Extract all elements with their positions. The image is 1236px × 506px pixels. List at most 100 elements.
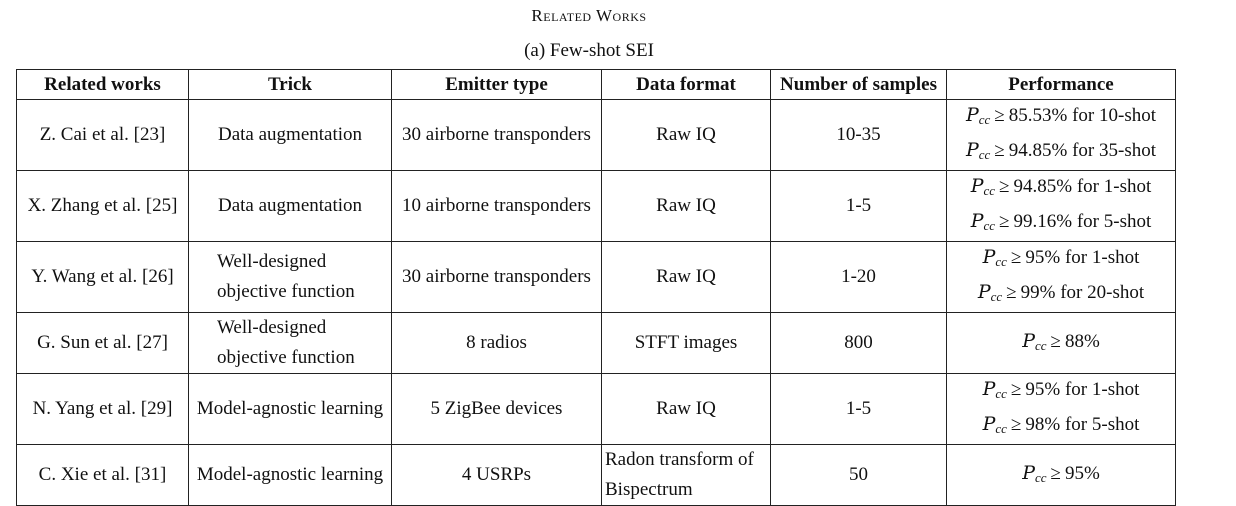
perf-subscript: cc — [1034, 337, 1047, 353]
perf-suffix: for 20-shot — [1055, 282, 1145, 303]
performance-line: Pcc ≥85.53% for 10-shot — [949, 101, 1173, 136]
performance-line: Pcc ≥98% for 5-shot — [949, 409, 1173, 444]
perf-relation: ≥ — [994, 105, 1005, 126]
perf-relation: ≥ — [1010, 379, 1022, 400]
perf-relation: ≥ — [994, 140, 1005, 161]
performance-line: Pcc ≥88% — [949, 326, 1173, 361]
perf-relation: ≥ — [1006, 282, 1017, 303]
cell-data-format: Raw IQ — [601, 373, 771, 445]
header-trick: Trick — [188, 69, 392, 100]
cell-performance: Pcc ≥95% — [946, 444, 1176, 506]
cell-data-format: STFT images — [601, 312, 771, 374]
perf-value: 94.85% — [1013, 176, 1073, 197]
table-subtitle: (a) Few-shot SEI — [524, 40, 654, 61]
cell-emitter-type: 4 USRPs — [391, 444, 602, 506]
cell-number-of-samples: 1-5 — [770, 373, 947, 445]
related-works-table: Related works Trick Emitter type Data fo… — [16, 69, 1176, 506]
cell-trick: Data augmentation — [188, 99, 392, 171]
cell-trick: Well-designed objective function — [188, 241, 392, 313]
cell-related-work: Z. Cai et al. [23] — [16, 99, 189, 171]
table-row: Z. Cai et al. [23] Data augmentation 30 ai… — [16, 99, 1176, 171]
cell-trick: Data augmentation — [188, 170, 392, 242]
cell-trick: Well-designed objective function — [188, 312, 392, 374]
cell-number-of-samples: 800 — [770, 312, 947, 374]
performance-line: Pcc ≥99.16% for 5-shot — [949, 206, 1173, 241]
perf-value: 85.53% — [1008, 105, 1068, 126]
perf-subscript: cc — [990, 289, 1003, 304]
cell-related-work: X. Zhang et al. [25] — [16, 170, 189, 242]
cell-related-work: G. Sun et al. [27] — [16, 312, 189, 374]
performance-line: Pcc ≥95% — [949, 458, 1173, 493]
perf-symbol: P — [1022, 461, 1035, 484]
cell-data-format: Raw IQ — [601, 170, 771, 242]
performance-line: Pcc ≥99% for 20-shot — [949, 277, 1173, 312]
cell-data-format: Radon transform of Bispectrum — [601, 444, 771, 506]
perf-symbol: P — [977, 281, 991, 303]
cell-number-of-samples: 1-20 — [770, 241, 947, 313]
perf-value: 99% — [1020, 282, 1056, 303]
cell-number-of-samples: 1-5 — [770, 170, 947, 242]
header-data-format: Data format — [601, 69, 771, 100]
perf-symbol: P — [970, 175, 984, 197]
perf-symbol: P — [1022, 329, 1035, 352]
cell-emitter-type: 10 airborne transponders — [391, 170, 602, 242]
perf-value: 98% — [1025, 414, 1061, 435]
cell-trick: Model-agnostic learning — [188, 373, 392, 445]
perf-symbol: P — [982, 378, 996, 400]
perf-value: 94.85% — [1008, 140, 1068, 161]
cell-performance: Pcc ≥94.85% for 1-shot Pcc ≥99.16% for 5-sh… — [946, 170, 1176, 242]
cell-emitter-type: 8 radios — [391, 312, 602, 374]
perf-relation: ≥ — [1050, 462, 1061, 484]
table-header-row: Related works Trick Emitter type Data fo… — [16, 69, 1176, 100]
perf-symbol: P — [982, 246, 996, 268]
cell-emitter-type: 5 ZigBee devices — [391, 373, 602, 445]
perf-suffix: for 5-shot — [1060, 414, 1140, 435]
perf-suffix: for 10-shot — [1067, 105, 1156, 126]
perf-subscript: cc — [978, 112, 991, 127]
header-emitter-type: Emitter type — [391, 69, 602, 100]
perf-subscript: cc — [983, 183, 996, 198]
perf-relation: ≥ — [1010, 247, 1022, 268]
perf-value: 95% — [1025, 247, 1061, 268]
perf-subscript: cc — [995, 386, 1007, 401]
performance-line: Pcc ≥95% for 1-shot — [949, 375, 1173, 410]
perf-symbol: P — [965, 139, 979, 161]
table-row: G. Sun et al. [27] Well-designed objectiv… — [16, 312, 1176, 374]
cell-related-work: Y. Wang et al. [26] — [16, 241, 189, 313]
cell-related-work: C. Xie et al. [31] — [16, 444, 189, 506]
cell-emitter-type: 30 airborne transponders — [391, 241, 602, 313]
perf-symbol: P — [970, 210, 984, 232]
perf-subscript: cc — [978, 147, 991, 162]
perf-suffix: for 5-shot — [1072, 211, 1152, 232]
header-performance: Performance — [946, 69, 1176, 100]
cell-performance: Pcc ≥88% — [946, 312, 1176, 374]
perf-relation: ≥ — [999, 176, 1010, 197]
perf-value: 95% — [1025, 379, 1061, 400]
performance-line: Pcc ≥95% for 1-shot — [949, 243, 1173, 278]
perf-relation: ≥ — [1010, 414, 1022, 435]
perf-subscript: cc — [1034, 469, 1047, 485]
perf-suffix: for 35-shot — [1067, 140, 1156, 161]
cell-performance: Pcc ≥95% for 1-shot Pcc ≥99% for 20-shot — [946, 241, 1176, 313]
cell-data-format: Raw IQ — [601, 99, 771, 171]
cell-performance: Pcc ≥95% for 1-shot Pcc ≥98% for 5-shot — [946, 373, 1176, 445]
header-related-works: Related works — [16, 69, 189, 100]
performance-line: Pcc ≥94.85% for 35-shot — [949, 135, 1173, 170]
perf-suffix: for 1-shot — [1060, 247, 1140, 268]
cell-performance: Pcc ≥85.53% for 10-shot Pcc ≥94.85% for 35-… — [946, 99, 1176, 171]
perf-symbol: P — [982, 413, 996, 435]
cell-trick: Model-agnostic learning — [188, 444, 392, 506]
cell-number-of-samples: 50 — [770, 444, 947, 506]
table-title: Related Works — [531, 6, 647, 25]
cell-data-format: Raw IQ — [601, 241, 771, 313]
perf-suffix: for 1-shot — [1072, 176, 1152, 197]
cell-related-work: N. Yang et al. [29] — [16, 373, 189, 445]
perf-relation: ≥ — [999, 211, 1010, 232]
perf-subscript: cc — [983, 218, 996, 233]
table-row: N. Yang et al. [29] Model-agnostic learni… — [16, 373, 1176, 445]
perf-relation: ≥ — [1050, 330, 1061, 352]
perf-subscript: cc — [995, 421, 1007, 436]
table-row: C. Xie et al. [31] Model-agnostic learnin… — [16, 444, 1176, 506]
perf-suffix: for 1-shot — [1060, 379, 1140, 400]
perf-value: 95% — [1064, 462, 1100, 484]
